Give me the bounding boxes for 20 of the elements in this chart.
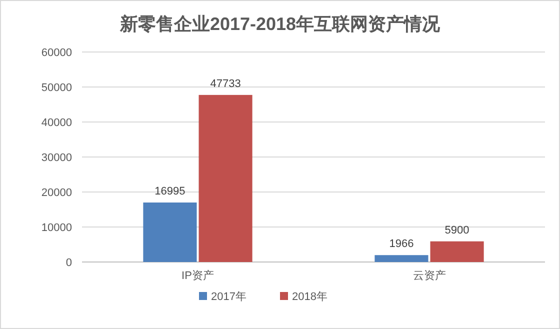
x-tick-label: 云资产 xyxy=(412,269,446,282)
bar xyxy=(143,202,197,262)
x-tick-label: IP资产 xyxy=(182,269,214,282)
y-tick-label: 0 xyxy=(66,257,72,269)
y-tick-label: 30000 xyxy=(41,152,72,164)
data-label: 16995 xyxy=(154,186,186,198)
y-tick-label: 50000 xyxy=(41,82,72,94)
y-tick-label: 20000 xyxy=(41,187,72,199)
bar xyxy=(198,94,252,262)
data-label: 1966 xyxy=(389,238,414,250)
data-label: 47733 xyxy=(210,78,241,90)
legend-label: 2018年 xyxy=(292,291,328,303)
chart-title: 新零售企业2017-2018年互联网资产情况 xyxy=(118,14,442,34)
y-tick-label: 60000 xyxy=(41,47,72,59)
y-tick-label: 40000 xyxy=(41,117,72,129)
y-tick-label: 10000 xyxy=(41,222,72,234)
data-label: 5900 xyxy=(444,224,470,236)
bar xyxy=(374,255,428,262)
bar xyxy=(430,241,484,262)
legend-label: 2017年 xyxy=(211,291,246,303)
